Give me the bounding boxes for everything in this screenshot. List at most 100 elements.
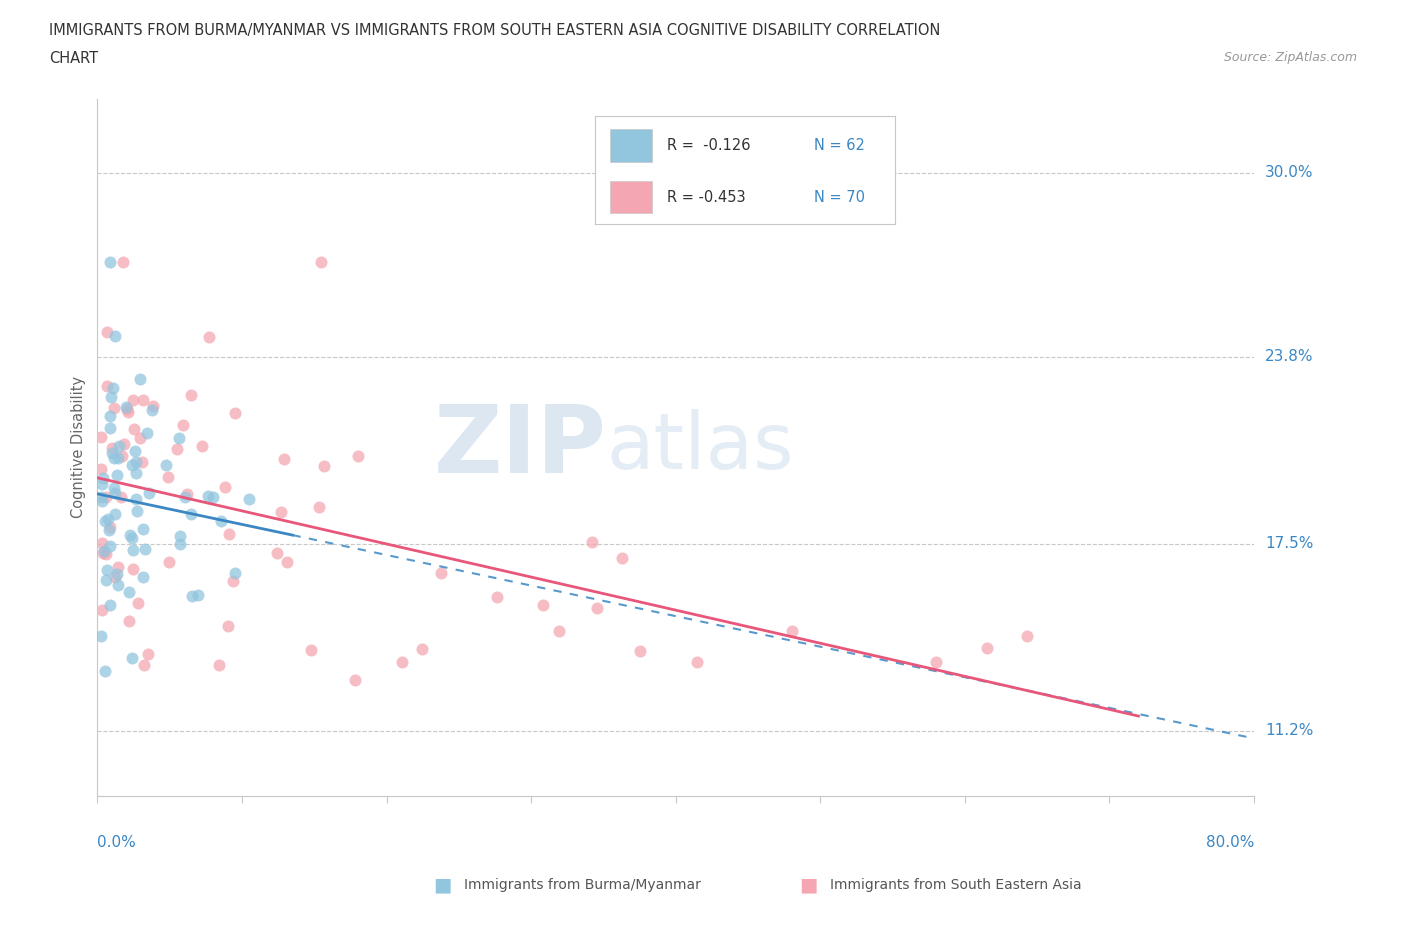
Point: [134, 541, 156, 556]
Point: [224, 566, 246, 581]
Point: [628, 644, 651, 658]
Point: [124, 422, 146, 437]
Point: [100, 389, 122, 404]
Point: [586, 601, 609, 616]
Text: Source: ZipAtlas.com: Source: ZipAtlas.com: [1223, 51, 1357, 64]
Point: [217, 619, 239, 634]
Point: [94, 573, 117, 588]
Point: [411, 642, 433, 657]
Text: Immigrants from South Eastern Asia: Immigrants from South Eastern Asia: [830, 878, 1081, 893]
Point: [166, 442, 188, 457]
Point: [128, 371, 150, 386]
Point: [202, 489, 225, 504]
Text: 80.0%: 80.0%: [1206, 835, 1254, 850]
Point: [125, 466, 148, 481]
Point: [391, 654, 413, 669]
Point: [100, 445, 122, 460]
Point: [610, 551, 633, 565]
Point: [238, 492, 260, 507]
Point: [107, 578, 129, 592]
Point: [208, 658, 231, 672]
Point: [180, 507, 202, 522]
Point: [104, 570, 127, 585]
Point: [218, 527, 240, 542]
Point: [96, 325, 118, 339]
Point: [191, 439, 214, 454]
Text: 17.5%: 17.5%: [1265, 537, 1313, 551]
Point: [124, 491, 146, 506]
Point: [197, 488, 219, 503]
Point: [132, 522, 155, 537]
Point: [98, 520, 121, 535]
Point: [121, 651, 143, 666]
Point: [224, 405, 246, 420]
Text: 0.0%: 0.0%: [97, 835, 136, 850]
Point: [125, 454, 148, 469]
Point: [120, 527, 142, 542]
Point: [172, 418, 194, 432]
Point: [96, 562, 118, 577]
Text: ■: ■: [799, 876, 818, 895]
Point: [98, 409, 121, 424]
Text: ■: ■: [433, 876, 453, 895]
Point: [925, 655, 948, 670]
Point: [127, 596, 149, 611]
Text: 23.8%: 23.8%: [1265, 350, 1313, 365]
Point: [142, 399, 165, 414]
Point: [311, 255, 333, 270]
Point: [486, 590, 509, 604]
Point: [169, 537, 191, 551]
Point: [222, 573, 245, 588]
Point: [547, 624, 569, 639]
Point: [94, 490, 117, 505]
Point: [138, 485, 160, 500]
Point: [180, 589, 202, 604]
Point: [103, 450, 125, 465]
Point: [118, 584, 141, 599]
Text: CHART: CHART: [49, 51, 98, 66]
Point: [531, 598, 554, 613]
Point: [90, 430, 112, 445]
Point: [107, 560, 129, 575]
Point: [308, 499, 330, 514]
Point: [90, 462, 112, 477]
Point: [105, 468, 128, 483]
Point: [347, 449, 370, 464]
Text: Immigrants from Burma/Myanmar: Immigrants from Burma/Myanmar: [464, 878, 700, 893]
Point: [90, 476, 112, 491]
Point: [157, 554, 180, 569]
Point: [105, 566, 128, 581]
Point: [91, 536, 114, 551]
Point: [581, 535, 603, 550]
Point: [110, 490, 132, 505]
Y-axis label: Cognitive Disability: Cognitive Disability: [72, 377, 86, 518]
Point: [343, 672, 366, 687]
Point: [132, 392, 155, 407]
Text: IMMIGRANTS FROM BURMA/MYANMAR VS IMMIGRANTS FROM SOUTH EASTERN ASIA COGNITIVE DI: IMMIGRANTS FROM BURMA/MYANMAR VS IMMIGRA…: [49, 23, 941, 38]
Point: [214, 480, 236, 495]
Point: [98, 421, 121, 436]
Point: [782, 623, 804, 638]
Point: [122, 562, 145, 577]
Point: [91, 546, 114, 561]
Point: [198, 329, 221, 344]
Text: 11.2%: 11.2%: [1265, 724, 1313, 738]
Point: [104, 485, 127, 500]
Point: [187, 588, 209, 603]
Point: [132, 658, 155, 672]
Point: [97, 512, 120, 526]
Point: [93, 544, 115, 559]
Point: [129, 431, 152, 445]
Point: [101, 380, 124, 395]
Point: [90, 494, 112, 509]
Point: [157, 470, 180, 485]
Point: [176, 486, 198, 501]
Point: [90, 603, 112, 618]
Point: [155, 458, 177, 472]
Point: [141, 403, 163, 418]
Point: [90, 629, 112, 644]
Point: [132, 569, 155, 584]
Point: [209, 514, 232, 529]
Point: [98, 598, 121, 613]
Point: [125, 503, 148, 518]
